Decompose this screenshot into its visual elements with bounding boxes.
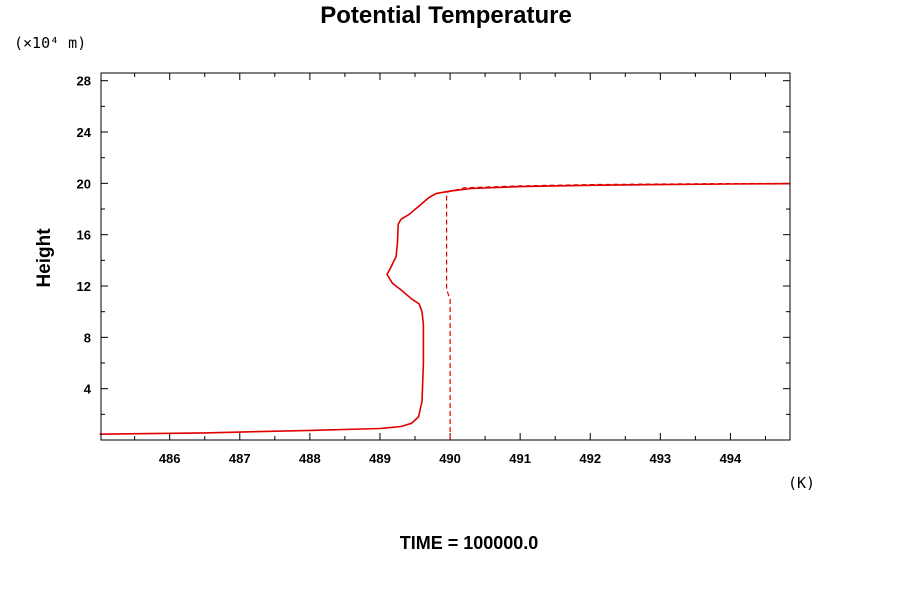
x-tick-label: 486	[159, 451, 181, 466]
plot-frame	[100, 72, 791, 441]
x-tick-label: 494	[720, 451, 742, 466]
y-tick-label: 4	[84, 382, 92, 397]
chart-title: Potential Temperature	[320, 2, 572, 29]
y-tick-label: 12	[77, 279, 91, 294]
x-tick-label: 492	[579, 451, 601, 466]
x-axis-unit: (K)	[788, 474, 815, 492]
series-line-solid	[99, 182, 791, 435]
axis-ticks	[101, 73, 790, 440]
series-layer	[99, 182, 791, 440]
time-label: TIME = 100000.0	[400, 533, 539, 553]
y-axis-label: Height	[34, 228, 55, 288]
x-tick-label: 489	[369, 451, 391, 466]
x-tick-label: 488	[299, 451, 321, 466]
y-tick-label: 20	[77, 176, 91, 191]
y-axis-unit: (×10⁴ m)	[14, 34, 86, 52]
series-line-dashed	[446, 182, 791, 440]
x-tick-label: 487	[229, 451, 251, 466]
y-tick-label: 16	[77, 228, 91, 243]
y-tick-label: 24	[77, 125, 92, 140]
axis-tick-labels: 486 487 488 489 490 491 492 493 494 4 8 12 16 20 24 28	[77, 74, 742, 466]
x-tick-label: 490	[439, 451, 461, 466]
y-tick-label: 28	[77, 74, 91, 89]
x-tick-label: 491	[509, 451, 531, 466]
x-tick-label: 493	[649, 451, 671, 466]
y-tick-label: 8	[84, 330, 91, 345]
